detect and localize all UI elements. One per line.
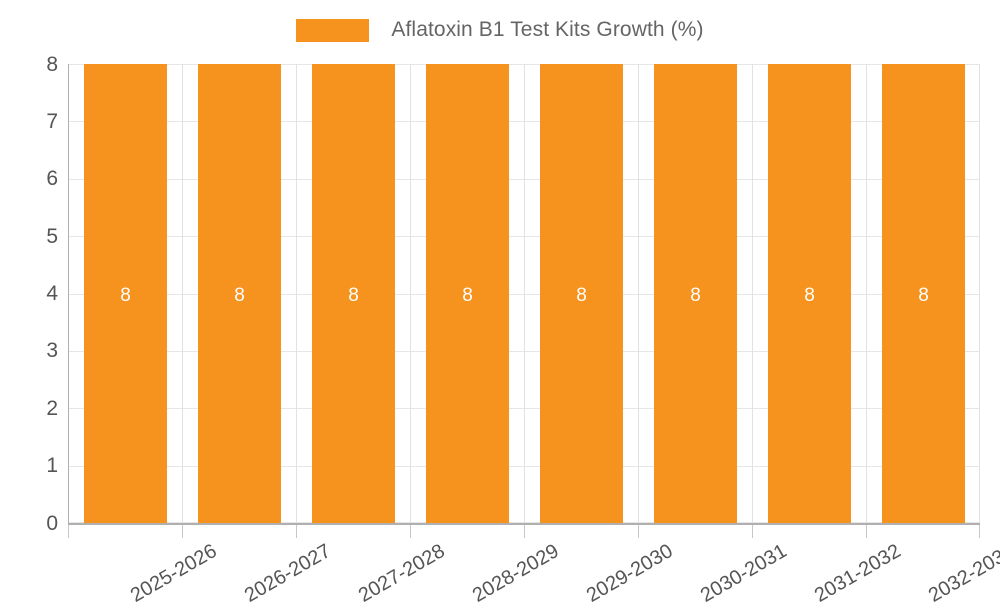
chart-legend: Aflatoxin B1 Test Kits Growth (%) [0,12,1000,48]
x-tick-label-2028-2029: 2028-2029 [468,540,563,607]
x-tickmark-3 [410,525,411,538]
bar-value-label: 8 [234,285,245,306]
bar-2026-2027[interactable]: 8 [198,64,281,523]
x-tick-label-2032-2033: 2032-2033 [924,540,1000,607]
x-tick-label-2029-2030: 2029-2030 [582,540,677,607]
legend-swatch-icon [296,18,370,42]
y-tick-8: 8 [46,53,58,76]
bar-value-label: 8 [462,285,473,306]
bar-2031-2032[interactable]: 8 [768,64,851,523]
x-tick-label-2026-2027: 2026-2027 [240,540,335,607]
x-tickmark-1 [182,525,183,538]
bar-value-label: 8 [804,285,815,306]
y-tick-0: 0 [46,512,58,535]
bar-value-label: 8 [576,285,587,306]
bar-2025-2026[interactable]: 8 [84,64,167,523]
x-tick-label-2031-2032: 2031-2032 [810,540,905,607]
bar-2030-2031[interactable]: 8 [654,64,737,523]
bar-2027-2028[interactable]: 8 [312,64,395,523]
x-axis-line [68,523,980,525]
legend-entry-aflatoxin[interactable]: Aflatoxin B1 Test Kits Growth (%) [296,18,703,42]
x-tickmark-7 [866,525,867,538]
y-tick-1: 1 [46,454,58,477]
bar-value-label: 8 [690,285,701,306]
y-tick-6: 6 [46,167,58,190]
x-tick-label-2027-2028: 2027-2028 [354,540,449,607]
y-axis-tick-labels: 8 7 6 5 4 3 2 1 0 [0,0,58,600]
bar-2028-2029[interactable]: 8 [426,64,509,523]
legend-label: Aflatoxin B1 Test Kits Growth (%) [391,18,704,41]
gridline-v-6 [752,64,753,523]
plot-area: 8 8 8 8 8 8 8 8 [68,64,980,523]
x-tickmark-5 [638,525,639,538]
gridline-v-2 [296,64,297,523]
bar-value-label: 8 [348,285,359,306]
gridline-v-3 [410,64,411,523]
y-tick-7: 7 [46,110,58,133]
x-tickmark-8 [979,525,980,538]
gridline-v-1 [182,64,183,523]
y-tick-4: 4 [46,282,58,305]
gridline-v-8 [979,64,980,523]
gridline-v-7 [866,64,867,523]
x-tick-label-2025-2026: 2025-2026 [126,540,221,607]
x-tick-label-2030-2031: 2030-2031 [696,540,791,607]
y-tick-2: 2 [46,397,58,420]
y-tick-3: 3 [46,339,58,362]
x-tickmark-6 [752,525,753,538]
x-tickmark-0 [68,525,69,538]
y-tick-5: 5 [46,225,58,248]
y-axis-line [68,64,69,524]
bar-value-label: 8 [918,285,929,306]
bars-layer: 8 8 8 8 8 8 8 8 [68,64,980,523]
gridline-v-4 [524,64,525,523]
gridline-v-5 [638,64,639,523]
bar-2029-2030[interactable]: 8 [540,64,623,523]
x-tickmark-4 [524,525,525,538]
bar-2032-2033[interactable]: 8 [882,64,965,523]
bar-value-label: 8 [120,285,131,306]
x-tickmark-2 [296,525,297,538]
